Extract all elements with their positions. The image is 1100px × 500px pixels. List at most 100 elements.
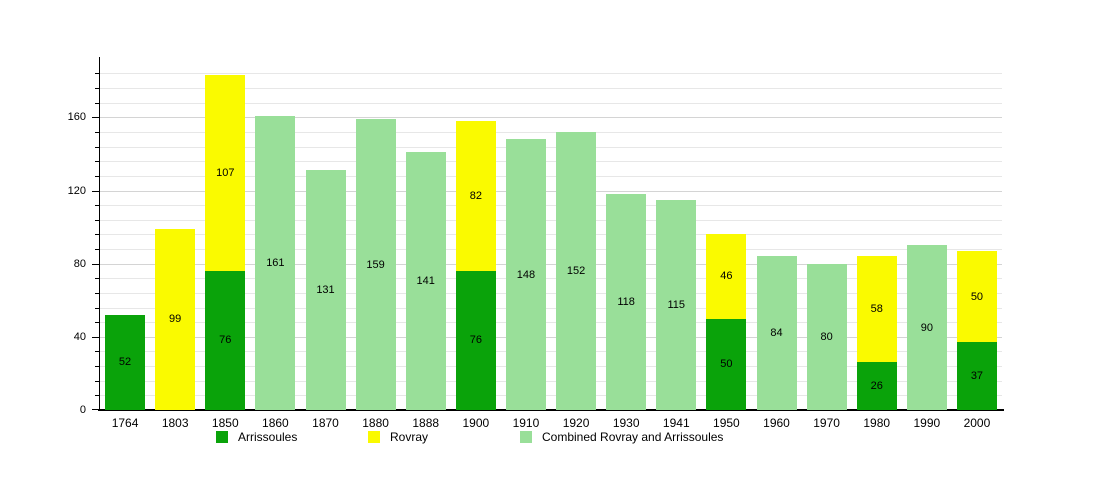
- bar-segment-arrissoules: 76: [455, 270, 496, 410]
- x-axis-tick-label: 1870: [312, 416, 339, 430]
- x-axis: [98, 409, 1004, 411]
- y-axis-tick-label: 40: [73, 330, 86, 343]
- minor-gridline: [100, 175, 1002, 177]
- bar-segment-combined-rovray-and-arrissoules: 159: [355, 119, 396, 410]
- bar-value-label: 37: [970, 370, 984, 383]
- bar-value-label: 161: [266, 256, 285, 269]
- bar-segment-combined-rovray-and-arrissoules: 115: [656, 199, 697, 410]
- y-axis-minor-tick: [95, 278, 99, 280]
- bar-value-label: 152: [566, 264, 586, 277]
- minor-gridline: [100, 161, 1002, 163]
- minor-gridline: [100, 322, 1002, 324]
- x-axis-tick-label: 1970: [813, 416, 840, 430]
- bar-value-label: 76: [219, 334, 232, 347]
- major-gridline: [100, 117, 1002, 119]
- legend-label-rovray: Rovray: [390, 430, 429, 444]
- bar-value-label: 26: [870, 380, 883, 393]
- bar-value-label: 80: [820, 330, 833, 343]
- y-axis-minor-tick: [95, 234, 99, 236]
- y-axis-minor-tick: [95, 351, 99, 353]
- bar-value-label: 82: [469, 189, 482, 202]
- bar-value-label: 76: [469, 334, 482, 347]
- bar-segment-arrissoules: 37: [956, 342, 997, 410]
- minor-gridline: [100, 234, 1002, 236]
- x-axis-tick-label: 1950: [713, 416, 740, 430]
- minor-gridline: [100, 219, 1002, 221]
- y-axis-minor-tick: [95, 322, 99, 324]
- y-axis-minor-tick: [92, 117, 99, 119]
- y-axis-minor-tick: [95, 88, 99, 90]
- y-axis-minor-tick: [95, 205, 99, 207]
- bar-segment-combined-rovray-and-arrissoules: 131: [305, 170, 346, 410]
- x-axis-tick-label: 1850: [211, 416, 239, 430]
- combined-swatch-icon: [520, 431, 532, 443]
- bar-segment-combined-rovray-and-arrissoules: 90: [906, 245, 947, 410]
- bar-value-label: 58: [870, 303, 883, 316]
- bar-value-label: 52: [118, 356, 132, 369]
- bar-value-label: 50: [970, 290, 984, 303]
- bar-value-label: 84: [770, 327, 783, 340]
- x-axis-tick-label: 1803: [161, 416, 189, 430]
- bar-value-label: 50: [720, 358, 733, 371]
- y-axis-minor-tick: [92, 263, 99, 265]
- y-axis-minor-tick: [95, 175, 99, 177]
- x-axis-tick-label: 1764: [111, 416, 139, 430]
- minor-gridline: [100, 292, 1002, 294]
- y-axis-minor-tick: [95, 146, 99, 148]
- bar-value-label: 115: [667, 298, 686, 311]
- x-axis-tick-label: 1960: [763, 416, 790, 430]
- arrissoules-swatch-icon: [216, 431, 228, 443]
- minor-gridline: [100, 307, 1002, 309]
- x-axis-tick-label: 1990: [913, 416, 941, 430]
- y-axis-minor-tick: [92, 336, 99, 338]
- minor-gridline: [100, 380, 1002, 382]
- bar-segment-arrissoules: 52: [105, 314, 146, 410]
- bar-segment-arrissoules: 26: [856, 362, 897, 410]
- x-axis-tick-label: 1888: [412, 416, 440, 430]
- bar-segment-rovray: 99: [155, 228, 196, 410]
- y-axis-minor-tick: [92, 190, 99, 192]
- bar-segment-rovray: 82: [455, 121, 496, 271]
- y-axis-minor-tick: [95, 292, 99, 294]
- legend-item-rovray: Rovray: [368, 430, 428, 444]
- x-axis-tick-label: 2000: [963, 416, 991, 430]
- y-axis-minor-tick: [95, 307, 99, 309]
- bar-segment-rovray: 107: [205, 75, 246, 271]
- y-axis-minor-tick: [95, 131, 99, 133]
- bar-segment-combined-rovray-and-arrissoules: 161: [255, 115, 296, 410]
- minor-gridline: [100, 249, 1002, 251]
- minor-gridline: [100, 395, 1002, 397]
- plot-area: 0 40 80 120 160 52 1764 99 1803 76 107 1850 161 1860 1…: [68, 57, 1004, 430]
- y-axis-tick-label: 160: [67, 111, 86, 124]
- bar-value-label: 99: [169, 313, 182, 326]
- minor-gridline: [100, 366, 1002, 368]
- bar-segment-rovray: 50: [956, 250, 997, 343]
- bar-value-label: 118: [617, 296, 635, 309]
- x-axis-tick-label: 1910: [512, 416, 540, 430]
- bar-segment-combined-rovray-and-arrissoules: 118: [606, 194, 647, 410]
- y-axis-minor-tick: [95, 102, 99, 104]
- bar-segment-combined-rovray-and-arrissoules: 141: [405, 152, 446, 410]
- bar-segment-combined-rovray-and-arrissoules: 152: [556, 131, 597, 410]
- legend-label-arrissoules: Arrissoules: [238, 430, 298, 444]
- bar-segment-arrissoules: 76: [205, 270, 246, 410]
- y-axis-minor-tick: [95, 380, 99, 382]
- bar-value-label: 159: [366, 258, 385, 271]
- rovray-swatch-icon: [368, 431, 380, 443]
- minor-gridline: [100, 205, 1002, 207]
- y-axis-minor-tick: [95, 73, 99, 75]
- y-axis-minor-tick: [95, 249, 99, 251]
- minor-gridline: [100, 351, 1002, 353]
- y-axis-tick-label: 0: [79, 404, 86, 416]
- legend-item-combined: Combined Rovray and Arrissoules: [520, 430, 723, 444]
- minor-gridline: [100, 146, 1002, 148]
- y-axis-minor-tick: [95, 219, 99, 221]
- x-axis-tick-label: 1930: [612, 416, 640, 430]
- bar-segment-combined-rovray-and-arrissoules: 84: [756, 256, 797, 410]
- bar-value-label: 131: [316, 284, 335, 297]
- bar-value-label: 90: [920, 321, 933, 334]
- y-axis-tick-label: 80: [73, 257, 86, 270]
- x-axis-tick-label: 1880: [362, 416, 389, 430]
- legend-item-arrissoules: Arrissoules: [216, 430, 297, 444]
